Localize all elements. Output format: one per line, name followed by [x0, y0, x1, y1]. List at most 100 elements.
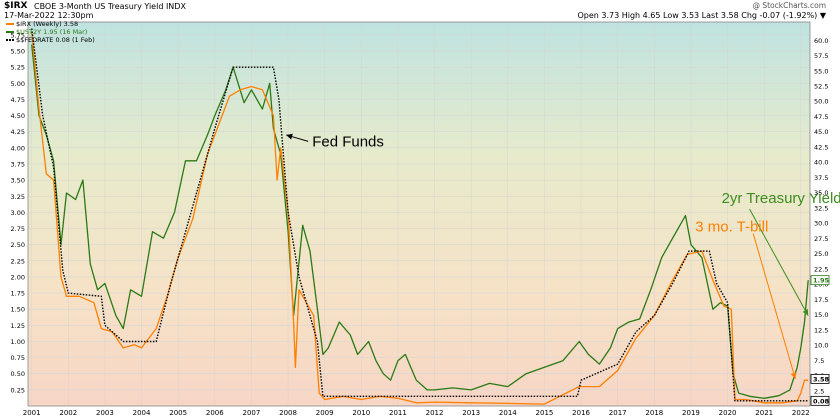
left-tick-label: 2.50 [11, 241, 25, 249]
series-line-irx [31, 31, 809, 405]
right-tick-label: 47.5 [814, 113, 828, 121]
left-axis: 0.25 0.50 0.75 1.00 1.25 1.50 1.75 2.00 2.25 2.50… [11, 31, 25, 394]
last-value-box [810, 395, 830, 406]
x-tick-label: 2005 [169, 409, 187, 417]
grid [28, 22, 810, 406]
left-tick-label: 5.50 [11, 48, 25, 56]
watermark: @ StockCharts.com [752, 1, 826, 10]
right-tick-label: 57.5 [814, 52, 828, 60]
right-tick-label: 55.0 [814, 67, 828, 75]
x-tick-label: 2002 [59, 409, 77, 417]
legend-swatch [6, 39, 14, 41]
annotation-arrowhead [802, 308, 809, 316]
x-tick-label: 2010 [352, 409, 370, 417]
legend-item-ust2y: $UST2Y 1.95 (16 Mar) [6, 28, 87, 36]
legend-item-fedrate: $$FEDRATE 0.08 (1 Feb) [6, 36, 95, 44]
x-tick-label: 2001 [23, 409, 41, 417]
right-tick-label: 37.5 [814, 174, 828, 182]
left-tick-label: 4.00 [11, 144, 25, 152]
left-tick-label: 4.75 [11, 96, 25, 104]
right-tick-label: 35.0 [814, 189, 828, 197]
annotation-arrow-line [749, 208, 809, 316]
left-tick-label: 5.00 [11, 80, 25, 88]
right-tick-label: 30.0 [814, 220, 828, 228]
right-tick-label: 52.5 [814, 83, 828, 91]
x-tick-label: 2013 [462, 409, 480, 417]
x-tick-label: 2021 [755, 409, 773, 417]
annotation-arrow-line [752, 233, 796, 380]
right-tick-label: 60.0 [814, 37, 828, 45]
annotation-label: 3 mo. T-bill [695, 219, 768, 236]
left-tick-label: 4.25 [11, 128, 25, 136]
security-name: CBOE 3-Month US Treasury Yield INDX [34, 2, 186, 11]
left-tick-label: 0.75 [11, 354, 25, 362]
left-tick-label: 0.25 [11, 386, 25, 394]
x-tick-label: 2003 [96, 409, 114, 417]
x-tick-label: 2008 [279, 409, 297, 417]
right-tick-label: 2.5 [814, 387, 824, 395]
x-axis: 2001 2002 2003 2004 2005 2006 2007 2008 2009 2010… [23, 409, 810, 417]
x-tick-label: 2014 [499, 409, 517, 417]
plot-border [27, 21, 811, 407]
left-tick-label: 5.25 [11, 64, 25, 72]
annotation-arrowhead [286, 133, 293, 140]
x-tick-label: 2004 [133, 409, 151, 417]
right-tick-label: 42.5 [814, 143, 828, 151]
last-value-labels: 1.95 3.58 0.08 [810, 275, 830, 406]
annotation-label: Fed Funds [312, 133, 384, 150]
last-value-box [810, 373, 830, 384]
left-tick-label: 3.50 [11, 177, 25, 185]
right-tick-label: 45.0 [814, 128, 828, 136]
right-tick-label: 15.0 [814, 311, 828, 319]
plot-background [28, 22, 810, 406]
series-line-ust2y [31, 44, 809, 399]
left-tick-label: 3.00 [11, 209, 25, 217]
legend-label: $$FEDRATE 0.08 (1 Feb) [16, 36, 95, 44]
last-value-text: 0.08 [813, 397, 830, 405]
left-tick-label: 3.75 [11, 160, 25, 168]
legend-item-irx: $IRX (Weekly) 3.58 [6, 20, 78, 28]
left-tick-label: 5.75 [11, 31, 25, 39]
legend-swatch [6, 31, 14, 33]
left-tick-label: 4.50 [11, 112, 25, 120]
right-tick-label: 10.0 [814, 342, 828, 350]
x-tick-label: 2020 [719, 409, 737, 417]
right-tick-label: 12.5 [814, 326, 828, 334]
legend-label: $UST2Y 1.95 (16 Mar) [16, 28, 88, 36]
x-tick-label: 2009 [316, 409, 334, 417]
x-tick-label: 2015 [536, 409, 554, 417]
right-tick-label: 17.5 [814, 296, 828, 304]
symbol-title: $IRX [4, 1, 28, 11]
right-tick-label: 7.5 [814, 357, 824, 365]
x-tick-label: 2006 [206, 409, 224, 417]
last-value-box [810, 275, 830, 286]
left-tick-label: 2.75 [11, 225, 25, 233]
x-tick-label: 2007 [243, 409, 261, 417]
ohlc-readout: Open 3.73 High 4.65 Low 3.53 Last 3.58 C… [577, 11, 826, 20]
left-tick-label: 2.00 [11, 273, 25, 281]
left-tick-label: 1.75 [11, 290, 25, 298]
legend-label: $IRX (Weekly) 3.58 [16, 20, 79, 28]
x-tick-label: 2012 [426, 409, 444, 417]
series-layer [31, 28, 809, 405]
right-tick-label: 40.0 [814, 159, 828, 167]
last-value-text: 3.58 [813, 375, 830, 383]
last-value-text: 1.95 [813, 277, 830, 285]
x-tick-label: 2018 [645, 409, 663, 417]
legend-swatch [6, 23, 14, 25]
right-tick-label: 25.0 [814, 250, 828, 258]
right-tick-label: 27.5 [814, 235, 828, 243]
annotation-arrowhead [790, 372, 797, 379]
x-tick-label: 2011 [389, 409, 407, 417]
left-tick-label: 3.25 [11, 193, 25, 201]
right-tick-label: 32.5 [814, 204, 828, 212]
chart-date: 17-Mar-2022 12:30pm [4, 11, 94, 20]
series-line-fedrate [31, 28, 809, 402]
left-tick-label: 1.00 [11, 338, 25, 346]
left-tick-label: 0.50 [11, 370, 25, 378]
right-tick-label: 50.0 [814, 98, 828, 106]
x-tick-label: 2022 [792, 409, 810, 417]
x-tick-label: 2016 [572, 409, 590, 417]
